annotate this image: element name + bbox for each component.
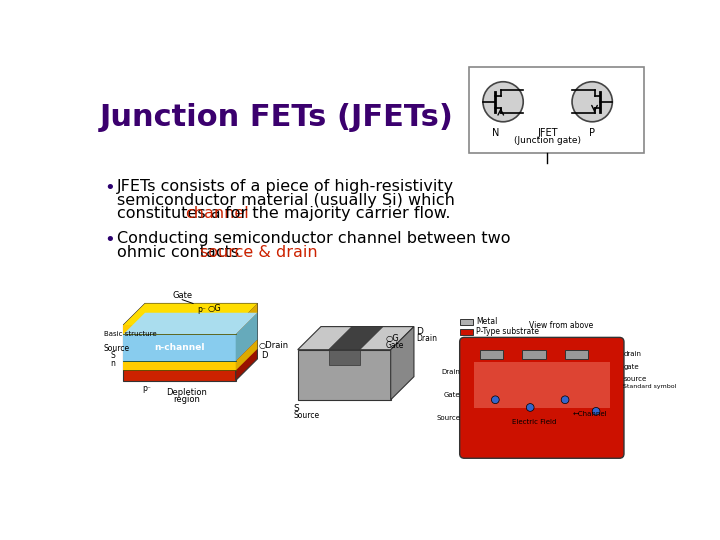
FancyBboxPatch shape: [469, 67, 644, 153]
Text: Depletion: Depletion: [166, 388, 207, 397]
Polygon shape: [123, 313, 258, 334]
Polygon shape: [123, 361, 235, 370]
Text: Basic structure: Basic structure: [104, 331, 156, 337]
Text: •: •: [104, 179, 114, 197]
Text: ←Channel: ←Channel: [573, 411, 608, 417]
Text: (Junction gate): (Junction gate): [514, 137, 581, 145]
Bar: [461, 319, 473, 325]
Circle shape: [561, 396, 569, 403]
Text: Source: Source: [294, 410, 320, 420]
Text: ohmic contacts –: ohmic contacts –: [117, 245, 258, 260]
Circle shape: [572, 82, 612, 122]
Text: S: S: [110, 351, 115, 360]
Text: for the majority carrier flow.: for the majority carrier flow.: [220, 206, 450, 221]
Text: JFETs consists of a piece of high-resistivity: JFETs consists of a piece of high-resist…: [117, 179, 454, 194]
Polygon shape: [235, 340, 258, 370]
Polygon shape: [123, 334, 235, 361]
Text: Metal: Metal: [476, 318, 498, 327]
Text: p⁻: p⁻: [198, 305, 207, 314]
Text: region: region: [174, 395, 200, 404]
Text: source & drain: source & drain: [200, 245, 318, 260]
Text: ○G: ○G: [385, 334, 399, 343]
Text: semiconductor material (usually Si) which: semiconductor material (usually Si) whic…: [117, 193, 455, 207]
Text: P-Type substrate: P-Type substrate: [476, 327, 539, 336]
Circle shape: [483, 82, 523, 122]
Circle shape: [526, 403, 534, 411]
Text: View from above: View from above: [529, 321, 593, 330]
Polygon shape: [297, 327, 414, 350]
Text: JFET: JFET: [537, 128, 557, 138]
Polygon shape: [123, 325, 235, 334]
Text: source: source: [624, 376, 647, 382]
Polygon shape: [329, 327, 383, 350]
Text: Drain: Drain: [441, 369, 461, 375]
Text: Gate: Gate: [444, 392, 461, 398]
Text: N: N: [492, 128, 500, 138]
Text: Drain: Drain: [416, 334, 437, 343]
Bar: [461, 329, 473, 335]
Text: channel: channel: [186, 206, 249, 221]
Text: D: D: [261, 351, 268, 360]
Text: Gate: Gate: [172, 291, 192, 300]
Text: n-channel: n-channel: [154, 343, 204, 352]
Text: Source: Source: [436, 415, 461, 421]
Circle shape: [492, 396, 499, 403]
Circle shape: [593, 408, 600, 415]
Text: Source: Source: [104, 343, 130, 353]
Text: Junction FETs (JFETs): Junction FETs (JFETs): [99, 103, 453, 132]
Text: ○G: ○G: [207, 304, 221, 313]
Polygon shape: [235, 303, 258, 381]
Bar: [523, 350, 546, 359]
Text: P: P: [589, 128, 595, 138]
Text: D: D: [416, 327, 423, 335]
FancyBboxPatch shape: [459, 338, 624, 458]
Text: drain: drain: [624, 351, 642, 357]
Text: Electric Field: Electric Field: [512, 419, 557, 425]
Polygon shape: [391, 327, 414, 400]
Text: p⁻: p⁻: [142, 384, 151, 393]
Polygon shape: [297, 350, 391, 400]
Text: n: n: [110, 359, 115, 368]
Text: Gate: Gate: [385, 341, 404, 350]
Bar: [480, 350, 503, 359]
Text: constitutes a: constitutes a: [117, 206, 226, 221]
Text: S: S: [294, 403, 300, 413]
Polygon shape: [235, 303, 258, 334]
Bar: [565, 350, 588, 359]
Polygon shape: [329, 350, 360, 365]
Text: •: •: [104, 231, 114, 249]
Bar: [474, 362, 610, 408]
Text: Standard symbol: Standard symbol: [624, 383, 677, 389]
Text: gate: gate: [624, 363, 639, 369]
Polygon shape: [235, 313, 258, 361]
Polygon shape: [123, 325, 235, 381]
Polygon shape: [123, 303, 258, 325]
Text: ○Drain: ○Drain: [259, 341, 289, 350]
Polygon shape: [123, 303, 258, 325]
Text: Conducting semiconductor channel between two: Conducting semiconductor channel between…: [117, 231, 510, 246]
